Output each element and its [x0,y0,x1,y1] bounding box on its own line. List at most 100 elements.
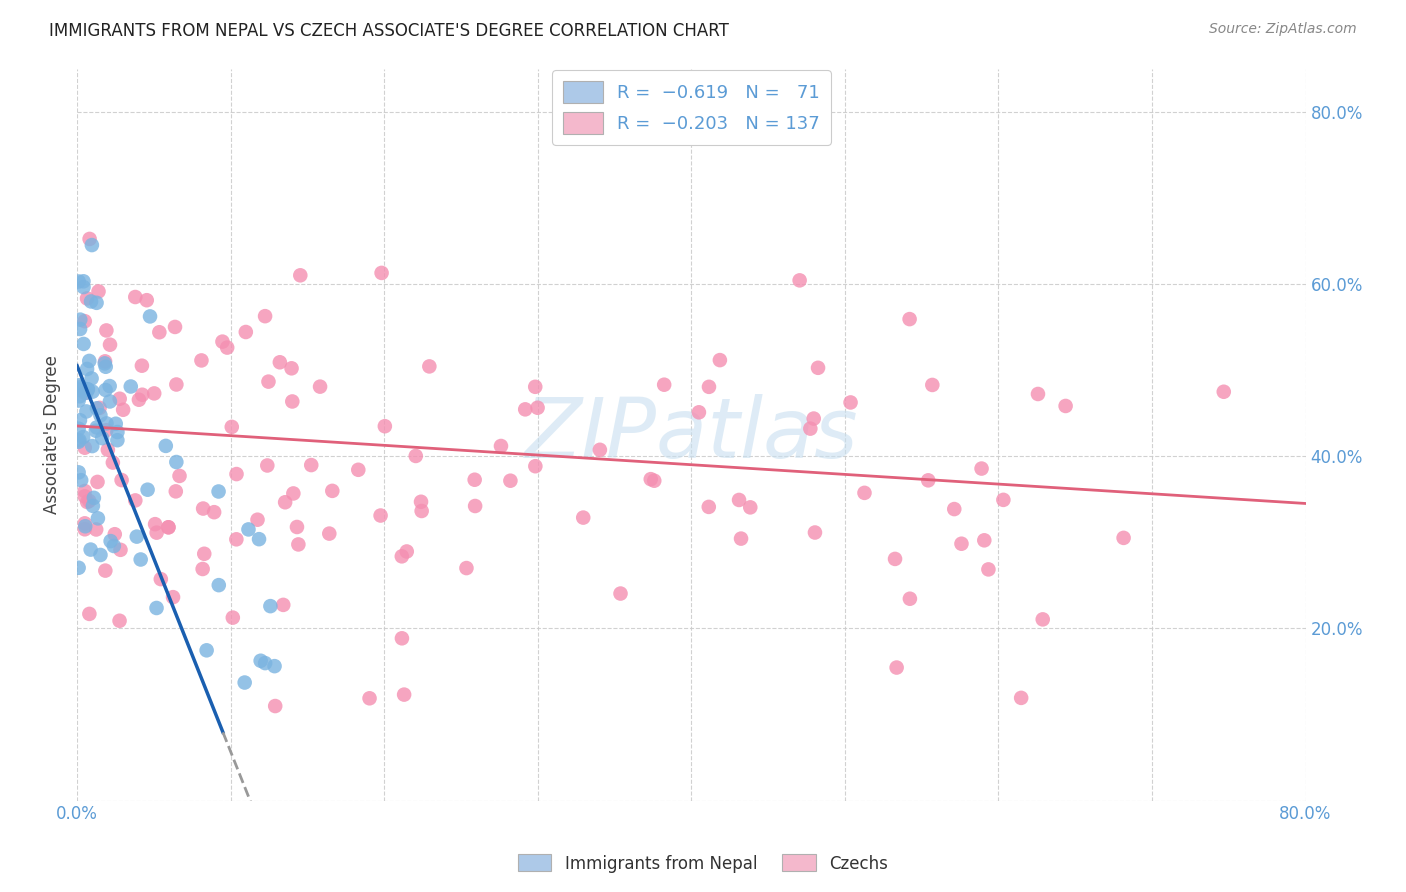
Point [82,384,104,399]
Point [120,379,142,393]
Point [80,371,103,385]
Point [193,547,215,561]
Point [76,495,98,509]
Point [86,475,108,489]
Point [256,458,278,473]
Point [347,463,370,477]
Point [1112,531,1135,545]
Point [411,504,433,518]
Point [79,607,101,621]
Point [211,334,233,349]
Point [82,439,104,453]
Point [609,586,631,600]
Point [1212,384,1234,399]
Point [73,516,96,531]
Point [157,520,180,534]
Point [89,401,111,415]
Point [524,459,547,474]
Point [165,377,187,392]
Point [640,472,662,486]
Point [135,293,157,308]
Point [82,499,104,513]
Point [163,320,186,334]
Point [709,353,731,368]
Point [281,394,304,409]
Point [73,441,96,455]
Legend: Immigrants from Nepal, Czechs: Immigrants from Nepal, Czechs [512,847,894,880]
Point [730,532,752,546]
Point [950,537,973,551]
Point [69,322,91,336]
Point [94,564,117,578]
Point [271,598,294,612]
Point [129,552,152,566]
Point [86,295,108,310]
Text: Source: ZipAtlas.com: Source: ZipAtlas.com [1209,22,1357,37]
Point [80,238,103,252]
Point [886,660,908,674]
Point [67,434,90,449]
Point [395,544,418,558]
Point [263,659,285,673]
Point [87,511,110,525]
Point [73,314,96,328]
Point [100,534,122,549]
Point [222,610,245,624]
Text: ZIPatlas: ZIPatlas [524,394,858,475]
Point [165,484,187,499]
Point [225,533,247,547]
Point [67,561,90,575]
Point [91,431,114,445]
Point [131,359,153,373]
Point [1010,690,1032,705]
Point [131,388,153,402]
Point [524,380,547,394]
Point [283,486,305,500]
Point [98,379,121,393]
Point [98,394,121,409]
Point [921,378,943,392]
Point [233,675,256,690]
Point [84,424,107,438]
Point [76,292,98,306]
Point [515,402,537,417]
Point [318,526,340,541]
Point [87,285,110,299]
Point [299,458,322,472]
Point [162,590,184,604]
Point [112,402,135,417]
Point [572,510,595,524]
Point [148,325,170,339]
Point [69,413,91,427]
Text: IMMIGRANTS FROM NEPAL VS CZECH ASSOCIATE'S DEGREE CORRELATION CHART: IMMIGRANTS FROM NEPAL VS CZECH ASSOCIATE… [49,22,730,40]
Point [235,325,257,339]
Point [374,419,396,434]
Point [139,310,162,324]
Point [191,562,214,576]
Point [107,425,129,439]
Point [110,542,132,557]
Point [67,466,90,480]
Point [526,401,548,415]
Point [697,500,720,514]
Point [94,359,117,374]
Point [77,383,100,397]
Point [72,430,94,444]
Point [287,537,309,551]
Point [165,455,187,469]
Point [103,539,125,553]
Point [86,420,108,434]
Point [191,501,214,516]
Point [225,467,247,481]
Point [589,442,612,457]
Point [254,656,277,670]
Point [202,505,225,519]
Point [740,500,762,515]
Point [72,274,94,288]
Point [264,699,287,714]
Point [67,383,90,397]
Point [70,380,93,394]
Point [973,533,995,548]
Point [1032,612,1054,626]
Point [76,382,98,396]
